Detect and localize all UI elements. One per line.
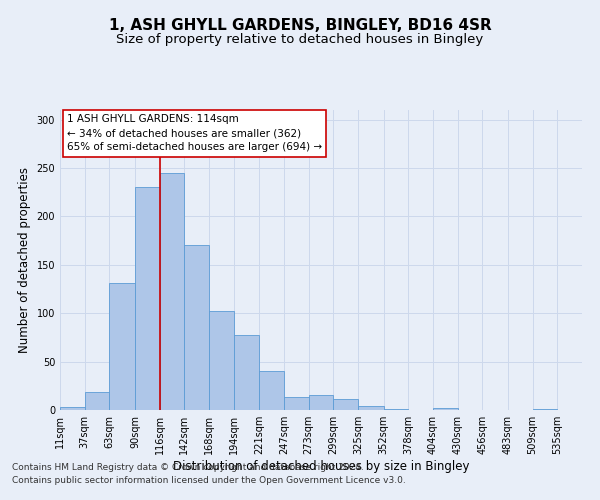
Bar <box>358 406 383 410</box>
Text: 1, ASH GHYLL GARDENS, BINGLEY, BD16 4SR: 1, ASH GHYLL GARDENS, BINGLEY, BD16 4SR <box>109 18 491 32</box>
Bar <box>209 312 233 410</box>
Bar <box>184 244 209 410</box>
Text: Size of property relative to detached houses in Bingley: Size of property relative to detached ho… <box>116 32 484 46</box>
Text: 1 ASH GHYLL GARDENS: 114sqm
← 34% of detached houses are smaller (362)
65% of se: 1 ASH GHYLL GARDENS: 114sqm ← 34% of det… <box>67 114 322 152</box>
Bar <box>60 407 85 410</box>
Y-axis label: Number of detached properties: Number of detached properties <box>18 167 31 353</box>
Bar <box>383 409 409 410</box>
Bar <box>533 409 557 410</box>
Bar <box>160 173 184 410</box>
Text: Contains HM Land Registry data © Crown copyright and database right 2024.: Contains HM Land Registry data © Crown c… <box>12 464 364 472</box>
Text: Contains public sector information licensed under the Open Government Licence v3: Contains public sector information licen… <box>12 476 406 485</box>
Bar <box>85 392 109 410</box>
Bar <box>433 408 458 410</box>
Bar <box>233 336 259 410</box>
Bar <box>308 396 334 410</box>
Bar <box>135 188 160 410</box>
Bar <box>284 398 308 410</box>
Bar <box>109 283 135 410</box>
X-axis label: Distribution of detached houses by size in Bingley: Distribution of detached houses by size … <box>173 460 469 473</box>
Bar <box>259 372 284 410</box>
Bar <box>334 400 358 410</box>
